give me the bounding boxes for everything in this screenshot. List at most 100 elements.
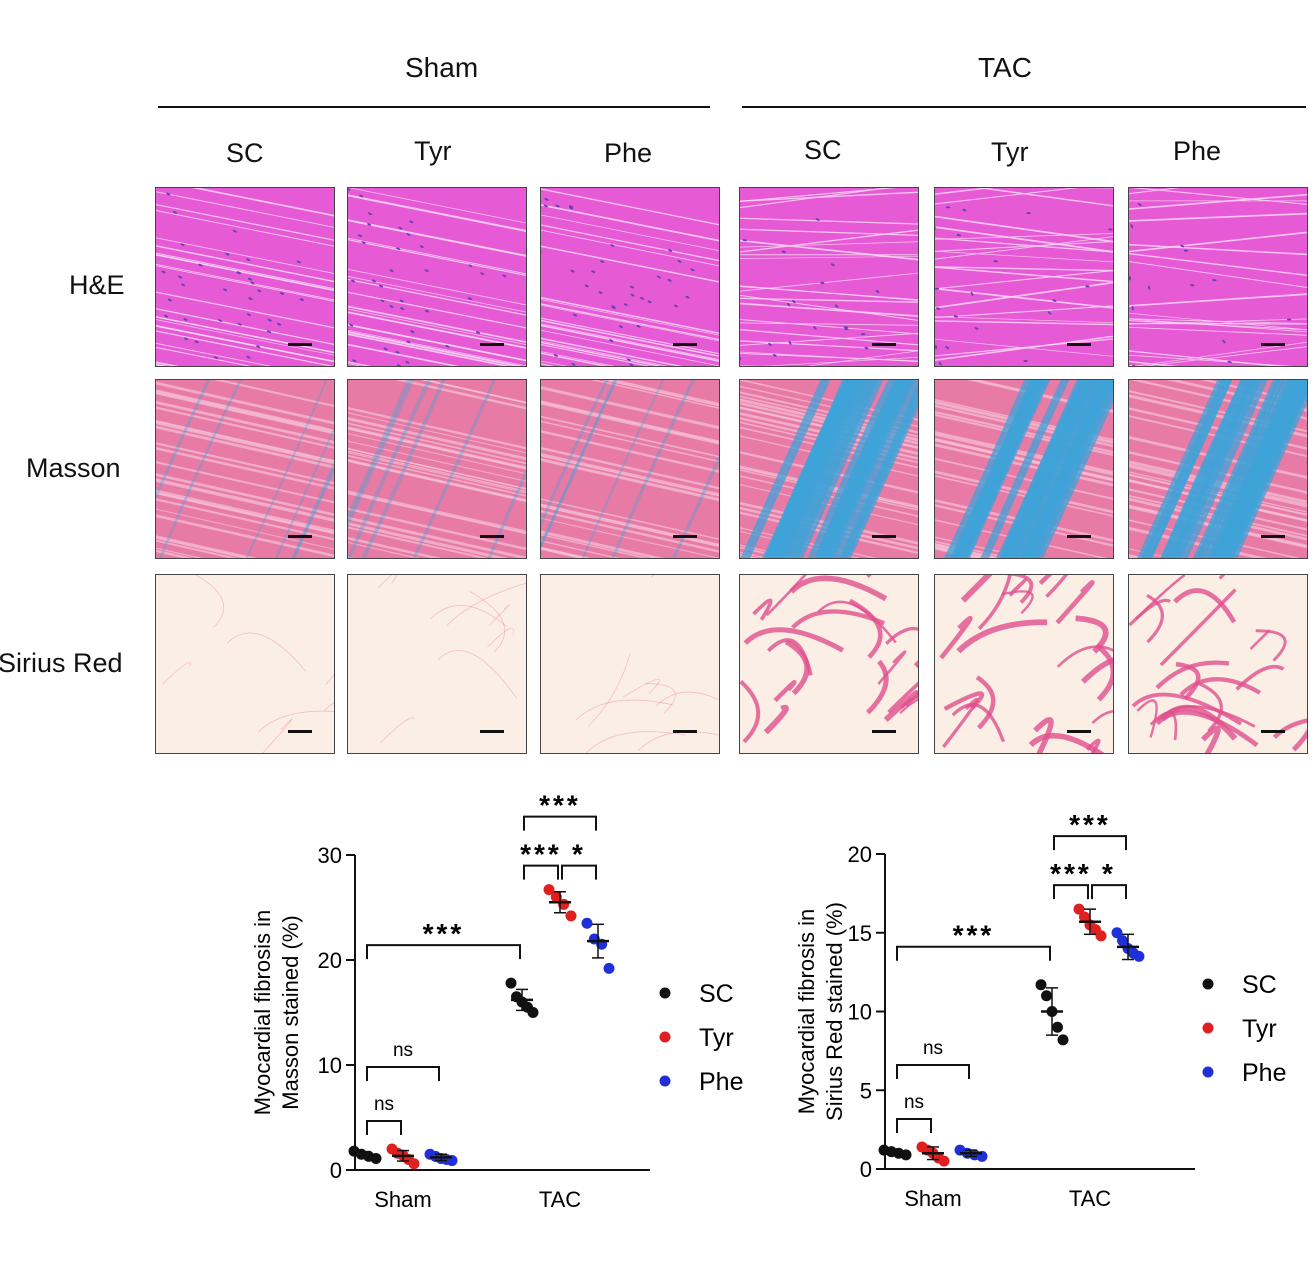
data-point-sc <box>1041 990 1052 1002</box>
scale-bar <box>288 730 312 733</box>
y-tick-label: 0 <box>860 1157 872 1182</box>
data-point-phe <box>1133 950 1145 962</box>
y-tick-label: 20 <box>848 842 872 867</box>
micrograph-sirius-tac-sc <box>739 574 919 754</box>
y-axis-label: Sirius Red stained (%) <box>822 902 847 1121</box>
micrograph-masson-sham-tyr <box>347 379 527 559</box>
group-label-tac: TAC <box>978 52 1032 83</box>
y-tick-label: 5 <box>860 1078 872 1103</box>
significance-bracket <box>523 864 559 880</box>
significance-bracket <box>561 864 597 880</box>
significance-bracket <box>896 1117 932 1133</box>
column-label-sham-phe: Phe <box>604 138 653 168</box>
legend-marker-tyr <box>659 1031 671 1043</box>
row-label-sirius-red: Sirius Red <box>0 648 123 678</box>
legend-label-sc: SC <box>1242 971 1277 999</box>
sirius-red-fibrosis-chart: 0 5 10 15 20 Sham TAC Myocardial fibrosis in Sir… <box>794 809 1286 1211</box>
data-point-tyr <box>408 1158 420 1170</box>
significance-label: *** <box>1069 809 1111 840</box>
y-tick-label: 10 <box>848 1000 872 1025</box>
micrograph-masson-tac-tyr <box>934 379 1114 559</box>
scale-bar <box>872 535 896 538</box>
significance-label: ns <box>374 1094 394 1115</box>
row-label-he: H&E <box>69 270 125 300</box>
legend-marker-tyr <box>1202 1022 1214 1034</box>
significance-label: ns <box>923 1038 943 1059</box>
scale-bar <box>1261 535 1285 538</box>
scale-bar <box>480 343 504 346</box>
legend-label-tyr: Tyr <box>699 1024 734 1052</box>
micrograph-he-tac-tyr <box>934 187 1114 367</box>
y-tick-label: 10 <box>318 1053 342 1078</box>
scale-bar <box>1261 730 1285 733</box>
data-point-tyr <box>543 884 555 896</box>
significance-bracket <box>523 815 597 831</box>
legend-label-tyr: Tyr <box>1242 1015 1277 1043</box>
micrograph-he-sham-sc <box>155 187 335 367</box>
group-underline-tac <box>742 106 1306 108</box>
data-point-tyr <box>938 1155 950 1167</box>
significance-label: *** <box>953 920 995 951</box>
data-point-phe <box>581 917 593 929</box>
significance-label: * <box>1102 858 1116 889</box>
micrograph-masson-tac-sc <box>739 379 919 559</box>
scale-bar <box>1261 343 1285 346</box>
y-axis-label: Myocardial fibrosis in <box>794 909 819 1114</box>
x-tick-label: TAC <box>1069 1186 1111 1211</box>
significance-label: ns <box>393 1040 413 1061</box>
legend-marker-sc <box>659 987 671 999</box>
significance-bracket <box>896 1063 970 1079</box>
y-tick-label: 20 <box>318 948 342 973</box>
scale-bar <box>1067 730 1091 733</box>
column-label-sham-tyr: Tyr <box>414 136 452 166</box>
significance-bracket <box>366 944 521 960</box>
scale-bar <box>288 343 312 346</box>
legend-label-phe: Phe <box>1242 1059 1286 1087</box>
data-point-tyr <box>1079 911 1090 923</box>
row-label-masson: Masson <box>26 453 121 483</box>
column-label-tac-sc: SC <box>804 135 842 165</box>
scale-bar <box>872 730 896 733</box>
column-label-sham-sc: SC <box>226 138 264 168</box>
significance-label: *** <box>423 918 465 949</box>
scale-bar <box>1067 535 1091 538</box>
significance-label: ns <box>904 1092 924 1113</box>
legend-label-phe: Phe <box>699 1068 743 1096</box>
micrograph-he-sham-tyr <box>347 187 527 367</box>
data-point-sc <box>527 1007 539 1018</box>
y-axis-label: Masson stained (%) <box>278 915 303 1109</box>
data-point-tyr <box>1073 903 1085 915</box>
significance-bracket <box>1053 884 1089 900</box>
scale-bar <box>288 535 312 538</box>
micrograph-sirius-tac-phe <box>1128 574 1308 754</box>
data-point-sc <box>900 1149 912 1161</box>
data-point-tyr <box>550 891 562 903</box>
legend-marker-sc <box>1202 978 1214 990</box>
data-point-sc <box>505 977 517 989</box>
data-point-tyr <box>565 910 577 922</box>
significance-label: *** <box>520 839 562 870</box>
scale-bar <box>480 535 504 538</box>
legend-marker-phe <box>1202 1066 1214 1078</box>
data-point-sc <box>1052 1021 1063 1033</box>
y-tick-label: 30 <box>318 843 342 868</box>
significance-bracket <box>896 945 1051 961</box>
y-tick-label: 15 <box>848 921 872 946</box>
micrograph-sirius-tac-tyr <box>934 574 1114 754</box>
data-point-phe <box>1117 935 1128 947</box>
scale-bar <box>673 730 697 733</box>
micrograph-he-sham-phe <box>540 187 720 367</box>
data-point-sc <box>1035 979 1047 991</box>
data-point-sc <box>1057 1034 1069 1046</box>
micrograph-masson-sham-phe <box>540 379 720 559</box>
scale-bar <box>1067 343 1091 346</box>
masson-fibrosis-chart: 0 10 20 30 Sham TAC Myocardial fibrosis in Mass… <box>250 790 743 1212</box>
significance-bracket <box>1091 884 1127 900</box>
scale-bar <box>872 343 896 346</box>
group-underline-sham <box>158 106 710 108</box>
scale-bar <box>480 730 504 733</box>
significance-label: * <box>572 839 586 870</box>
data-point-tyr <box>1095 930 1107 942</box>
scale-bar <box>673 535 697 538</box>
micrograph-masson-sham-sc <box>155 379 335 559</box>
